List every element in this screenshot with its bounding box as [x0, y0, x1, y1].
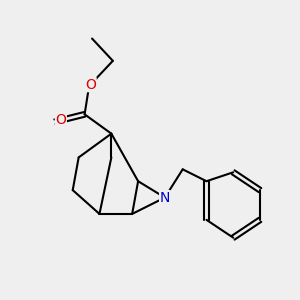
- Text: N: N: [160, 190, 170, 205]
- Text: O: O: [85, 78, 96, 92]
- Text: O: O: [56, 113, 66, 127]
